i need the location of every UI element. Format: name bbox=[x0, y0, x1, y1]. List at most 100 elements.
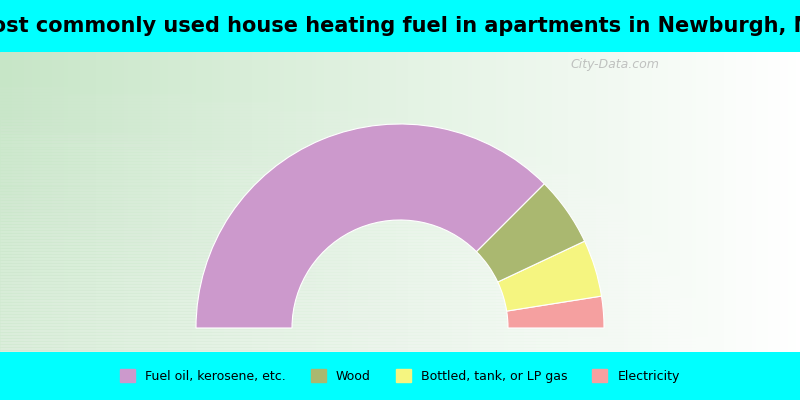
Bar bbox=[368, 52, 372, 352]
Bar bbox=[0, 67, 800, 68]
Bar bbox=[376, 52, 380, 352]
Bar bbox=[40, 52, 44, 352]
Bar bbox=[364, 52, 368, 352]
Bar bbox=[0, 151, 800, 152]
Bar bbox=[548, 52, 552, 352]
Bar bbox=[0, 182, 800, 184]
Bar bbox=[700, 52, 704, 352]
Bar bbox=[0, 172, 800, 174]
Bar bbox=[176, 52, 180, 352]
Bar bbox=[416, 52, 420, 352]
Bar bbox=[0, 220, 800, 222]
Bar bbox=[468, 52, 472, 352]
Bar bbox=[420, 52, 424, 352]
Bar bbox=[0, 156, 800, 157]
Bar bbox=[0, 136, 800, 138]
Bar bbox=[0, 326, 800, 328]
Bar bbox=[0, 222, 800, 223]
Bar bbox=[0, 322, 800, 324]
Bar bbox=[0, 206, 800, 208]
Bar bbox=[0, 121, 800, 122]
Bar bbox=[0, 330, 800, 331]
Bar bbox=[52, 52, 56, 352]
Bar bbox=[0, 158, 800, 160]
Bar bbox=[0, 214, 800, 216]
Bar bbox=[0, 68, 800, 70]
Wedge shape bbox=[498, 241, 602, 311]
Bar bbox=[0, 134, 800, 136]
Bar bbox=[0, 241, 800, 242]
Bar bbox=[96, 52, 100, 352]
Bar bbox=[460, 52, 464, 352]
Bar bbox=[36, 52, 40, 352]
Bar bbox=[0, 54, 800, 55]
Bar bbox=[32, 52, 36, 352]
Bar bbox=[528, 52, 532, 352]
Bar bbox=[0, 73, 800, 74]
Bar bbox=[0, 336, 800, 337]
Bar bbox=[0, 52, 800, 54]
Bar bbox=[344, 52, 348, 352]
Bar bbox=[0, 120, 800, 121]
Bar bbox=[0, 300, 800, 301]
Bar bbox=[788, 52, 792, 352]
Bar bbox=[0, 169, 800, 170]
Bar bbox=[0, 286, 800, 288]
Bar bbox=[636, 52, 640, 352]
Bar bbox=[148, 52, 152, 352]
Bar bbox=[0, 112, 800, 114]
Bar bbox=[620, 52, 624, 352]
Bar bbox=[0, 76, 800, 78]
Bar bbox=[0, 94, 800, 96]
Bar bbox=[20, 52, 24, 352]
Bar bbox=[588, 52, 592, 352]
Bar bbox=[0, 334, 800, 336]
Bar bbox=[424, 52, 428, 352]
Wedge shape bbox=[196, 124, 544, 328]
Bar bbox=[0, 331, 800, 332]
Wedge shape bbox=[476, 184, 585, 282]
Bar bbox=[464, 52, 468, 352]
Bar bbox=[0, 208, 800, 210]
Bar bbox=[0, 348, 800, 349]
Bar bbox=[0, 175, 800, 176]
Bar bbox=[0, 254, 800, 256]
Bar bbox=[0, 270, 800, 271]
Bar bbox=[0, 140, 800, 142]
Bar bbox=[0, 110, 800, 112]
Bar bbox=[0, 74, 800, 76]
Bar bbox=[0, 52, 4, 352]
Bar bbox=[304, 52, 308, 352]
Bar bbox=[156, 52, 160, 352]
Bar bbox=[604, 52, 608, 352]
Bar bbox=[0, 314, 800, 316]
Bar bbox=[0, 122, 800, 124]
Bar bbox=[0, 224, 800, 226]
Bar bbox=[532, 52, 536, 352]
Bar bbox=[0, 193, 800, 194]
Bar bbox=[12, 52, 16, 352]
Bar bbox=[112, 52, 116, 352]
Bar bbox=[0, 312, 800, 313]
Bar bbox=[0, 62, 800, 64]
Bar bbox=[48, 52, 52, 352]
Bar bbox=[0, 250, 800, 252]
Bar bbox=[320, 52, 324, 352]
Bar bbox=[0, 343, 800, 344]
Bar bbox=[372, 52, 376, 352]
Bar bbox=[160, 52, 164, 352]
Bar bbox=[696, 52, 700, 352]
Bar bbox=[0, 200, 800, 202]
Bar bbox=[644, 52, 648, 352]
Bar bbox=[252, 52, 256, 352]
Bar bbox=[0, 337, 800, 338]
Bar bbox=[224, 52, 228, 352]
Bar bbox=[748, 52, 752, 352]
Bar bbox=[0, 289, 800, 290]
Bar bbox=[0, 79, 800, 80]
Bar bbox=[0, 260, 800, 262]
Bar bbox=[0, 192, 800, 193]
Bar bbox=[0, 266, 800, 268]
Bar bbox=[228, 52, 232, 352]
Bar bbox=[0, 91, 800, 92]
